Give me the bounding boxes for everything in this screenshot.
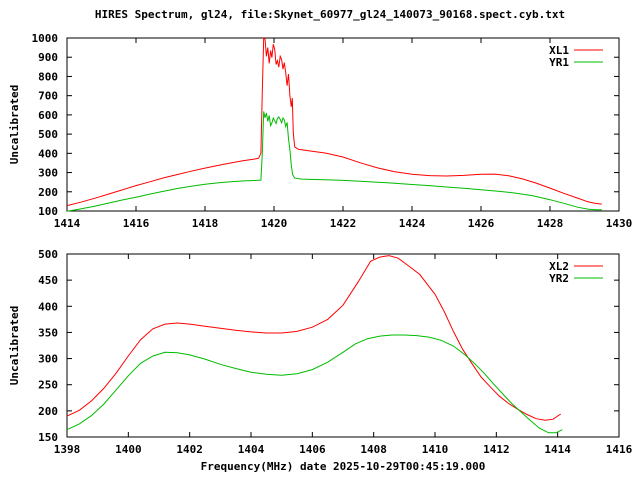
legend-label-XL1: XL1 (549, 44, 569, 57)
chart-title: HIRES Spectrum, gl24, file:Skynet_60977_… (94, 8, 566, 21)
y-tick-label: 500 (38, 128, 58, 141)
y-tick-label: 250 (38, 379, 58, 392)
y-tick-label: 100 (38, 205, 58, 218)
y-tick-label: 200 (38, 186, 58, 199)
y-tick-label: 150 (38, 431, 58, 444)
x-tick-label: 1412 (483, 443, 510, 456)
series-YR2-line (66, 334, 563, 434)
x-tick-label: 1400 (115, 443, 142, 456)
legend-label-YR2: YR2 (549, 272, 569, 285)
y-tick-label: 700 (38, 90, 58, 103)
x-tick-label: 1402 (176, 443, 203, 456)
x-tick-label: 1418 (192, 217, 219, 230)
x-tick-label: 1408 (360, 443, 387, 456)
x-tick-label: 1416 (606, 443, 633, 456)
series-XL1-line (66, 37, 602, 207)
y-tick-label: 400 (38, 147, 58, 160)
y-tick-label: 300 (38, 167, 58, 180)
y-tick-label: 600 (38, 109, 58, 122)
y-tick-label: 400 (38, 300, 58, 313)
x-tick-label: 1430 (606, 217, 633, 230)
x-tick-label: 1420 (261, 217, 288, 230)
y-axis-label: Uncalibrated (8, 306, 21, 385)
series-XL2-line (66, 255, 561, 421)
legend-label-XL2: XL2 (549, 260, 569, 273)
x-tick-label: 1404 (238, 443, 265, 456)
x-tick-label: 1406 (299, 443, 326, 456)
x-tick-label: 1414 (54, 217, 81, 230)
y-tick-label: 900 (38, 51, 58, 64)
x-tick-label: 1428 (537, 217, 564, 230)
plot-frame-2 (66, 253, 620, 438)
y-tick-label: 300 (38, 353, 58, 366)
y-tick-label: 500 (38, 248, 58, 261)
x-tick-label: 1414 (544, 443, 571, 456)
x-tick-label: 1426 (468, 217, 495, 230)
x-tick-label: 1424 (399, 217, 426, 230)
x-tick-label: 1410 (422, 443, 449, 456)
x-tick-label: 1398 (54, 443, 81, 456)
y-tick-label: 200 (38, 405, 58, 418)
y-axis-label: Uncalibrated (8, 85, 21, 164)
y-tick-label: 450 (38, 274, 58, 287)
x-tick-label: 1422 (330, 217, 357, 230)
y-tick-label: 800 (38, 70, 58, 83)
y-tick-label: 1000 (32, 32, 59, 45)
series-YR1-line (66, 111, 602, 212)
plot-frame-1 (66, 37, 620, 212)
legend-label-YR1: YR1 (549, 56, 569, 69)
x-axis-label: Frequency(MHz) date 2025-10-29T00:45:19.… (201, 460, 486, 473)
y-tick-label: 350 (38, 326, 58, 339)
x-tick-label: 1416 (123, 217, 150, 230)
